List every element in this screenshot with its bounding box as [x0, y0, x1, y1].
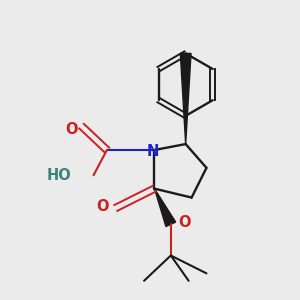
Text: O: O: [65, 122, 77, 137]
Polygon shape: [154, 189, 176, 226]
Text: O: O: [96, 199, 109, 214]
Text: HO: HO: [47, 168, 72, 183]
Text: O: O: [178, 215, 190, 230]
Text: N: N: [147, 144, 159, 159]
Polygon shape: [180, 53, 191, 144]
